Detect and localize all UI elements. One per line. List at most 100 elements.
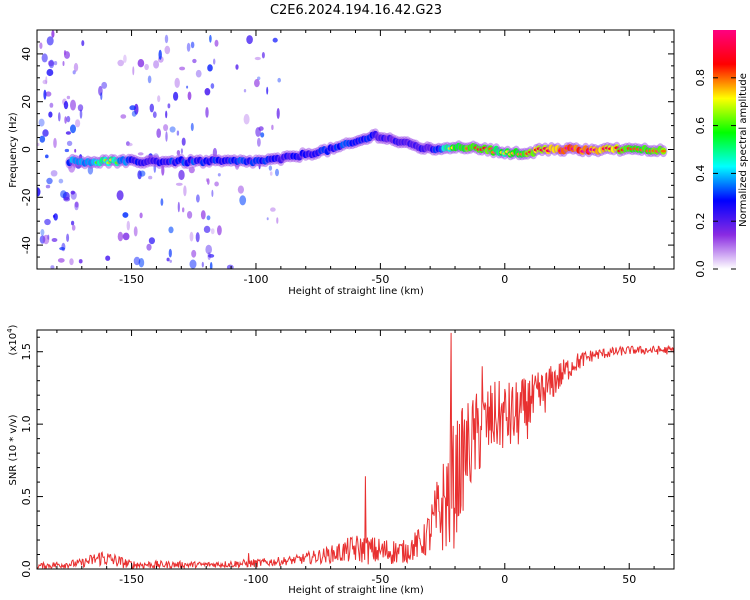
noise-speckle	[41, 53, 48, 63]
spectrogram-y-tick-label: 40	[20, 47, 33, 61]
noise-speckle	[217, 225, 222, 236]
noise-speckle	[187, 91, 192, 101]
noise-speckle	[164, 45, 171, 55]
noise-speckle	[174, 77, 180, 88]
noise-speckle	[123, 54, 127, 63]
spectrogram-y-axis-label: Frequency (Hz)	[8, 112, 19, 188]
noise-speckle	[117, 59, 124, 67]
snr-x-tick-label: 50	[622, 573, 636, 586]
snr-x-ticks: -150 -100 -50 0 50	[56, 330, 655, 586]
noise-speckle	[51, 30, 55, 38]
noise-speckle	[190, 122, 194, 132]
noise-speckle	[44, 218, 51, 226]
noise-speckle	[191, 249, 197, 258]
noise-speckle	[271, 124, 274, 130]
noise-speckle	[66, 233, 70, 242]
spectrogram-panel: -150 -100 -50 0 50 -40 -20 0 20 40 Height of str…	[8, 29, 675, 297]
noise-speckle	[152, 111, 157, 118]
noise-speckle	[42, 79, 48, 85]
noise-speckle	[139, 170, 146, 177]
noise-speckle	[59, 247, 65, 251]
noise-speckle	[173, 91, 179, 101]
noise-speckle	[53, 137, 57, 149]
noise-speckle	[207, 178, 210, 185]
noise-speckle	[137, 59, 145, 68]
snr-x-axis-label: Height of straight line (km)	[288, 585, 424, 596]
noise-speckle	[167, 103, 171, 109]
noise-speckle	[209, 34, 212, 43]
noise-speckle	[45, 184, 51, 189]
noise-speckle	[196, 194, 200, 203]
noise-speckle	[246, 35, 253, 45]
noise-speckle	[137, 152, 144, 156]
noise-speckle	[243, 113, 250, 125]
noise-speckle	[235, 64, 239, 70]
noise-speckle	[101, 81, 108, 89]
noise-speckle	[42, 234, 50, 245]
noise-speckle	[266, 86, 269, 95]
noise-speckle	[254, 56, 261, 61]
noise-speckle	[175, 182, 183, 186]
noise-speckle	[45, 154, 49, 159]
snr-y-tick-label: 1.5	[20, 343, 33, 361]
noise-speckle	[122, 232, 130, 241]
noise-speckle	[200, 210, 206, 220]
noise-speckle	[74, 201, 79, 208]
snr-y-tick-label: 1.0	[20, 415, 33, 433]
noise-speckle	[66, 95, 71, 100]
spectrogram-y-tick-label: 20	[20, 95, 33, 109]
noise-speckle	[129, 105, 136, 111]
noise-speckle	[47, 234, 50, 240]
noise-speckle	[100, 92, 103, 100]
snr-x-tick-label: 0	[501, 573, 508, 586]
noise-speckle	[186, 42, 191, 52]
noise-speckle	[276, 217, 279, 224]
noise-speckle	[214, 39, 219, 47]
noise-speckle	[260, 132, 265, 138]
noise-speckle	[277, 77, 282, 83]
noise-speckle	[275, 168, 279, 177]
noise-speckle	[165, 131, 168, 142]
noise-speckle	[254, 79, 260, 88]
noise-speckle	[43, 89, 47, 100]
spectrogram-x-tick-label: -50	[371, 273, 389, 286]
snr-y-axis-label: SNR (10 * v/v)	[8, 414, 19, 485]
noise-speckle	[45, 91, 52, 97]
noise-speckle	[120, 114, 127, 119]
colorbar-tick-label: 0.2	[694, 212, 707, 230]
noise-speckle	[81, 40, 85, 47]
noise-speckle	[63, 196, 71, 202]
noise-speckle	[70, 190, 76, 195]
spectrogram-x-axis-label: Height of straight line (km)	[288, 286, 424, 297]
colorbar-label: Normalized spectral amplitude	[738, 73, 749, 227]
snr-y-tick-label: 0.0	[20, 560, 33, 578]
noise-speckle	[149, 103, 154, 113]
noise-speckle	[186, 85, 189, 89]
noise-speckle	[126, 142, 133, 147]
noise-speckle	[179, 66, 186, 71]
noise-speckle	[226, 264, 234, 269]
noise-speckle	[177, 201, 180, 213]
snr-y-ticks: 0.0 0.5 1.0 1.5	[20, 336, 674, 578]
noise-speckle	[138, 258, 145, 268]
noise-speckle	[75, 119, 81, 128]
noise-speckle	[258, 126, 264, 131]
spectrogram-x-tick-label: -150	[119, 273, 144, 286]
noise-speckle	[79, 109, 83, 119]
noise-speckle	[169, 126, 176, 133]
noise-speckle	[161, 165, 165, 176]
noise-speckle	[164, 34, 169, 44]
noise-speckle	[48, 59, 55, 69]
noise-speckle	[205, 107, 209, 118]
noise-speckle	[71, 224, 76, 231]
noise-speckle	[187, 211, 193, 219]
spectrogram-y-tick-label: -20	[20, 188, 33, 206]
noise-speckle	[209, 262, 213, 269]
noise-speckle	[46, 36, 54, 46]
noise-speckle	[64, 148, 70, 153]
noise-speckle	[74, 148, 77, 153]
noise-speckle	[178, 169, 185, 181]
noise-speckle	[192, 58, 197, 64]
noise-speckle	[51, 238, 58, 242]
